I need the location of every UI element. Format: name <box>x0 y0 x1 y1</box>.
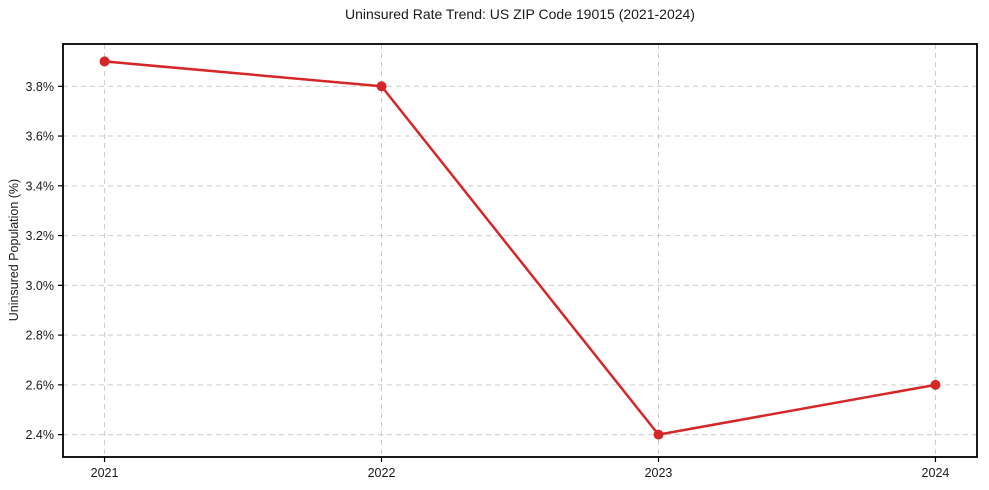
y-tick-label: 3.2% <box>26 229 55 243</box>
trend-line <box>103 60 937 436</box>
y-tick-label: 2.4% <box>26 428 55 442</box>
x-tick-label: 2022 <box>368 466 396 480</box>
data-point-marker <box>376 81 387 92</box>
data-point-marker <box>99 56 110 67</box>
y-tick-label: 3.0% <box>26 279 55 293</box>
y-tick-label: 2.8% <box>26 329 55 343</box>
y-tick-label: 3.6% <box>26 130 55 144</box>
axes-spines <box>62 43 978 458</box>
y-axis-label: Uninsured Population (%) <box>7 178 21 322</box>
y-tick-label: 3.4% <box>26 179 55 193</box>
chart-title: Uninsured Rate Trend: US ZIP Code 19015 … <box>345 6 695 22</box>
data-point-marker <box>930 379 941 390</box>
y-tick-label: 3.8% <box>26 80 55 94</box>
x-tick-label: 2021 <box>91 466 119 480</box>
data-point-marker <box>653 429 664 440</box>
y-tick-label: 2.6% <box>26 378 55 392</box>
x-tick-label: 2024 <box>922 466 950 480</box>
x-tick-label: 2023 <box>645 466 673 480</box>
